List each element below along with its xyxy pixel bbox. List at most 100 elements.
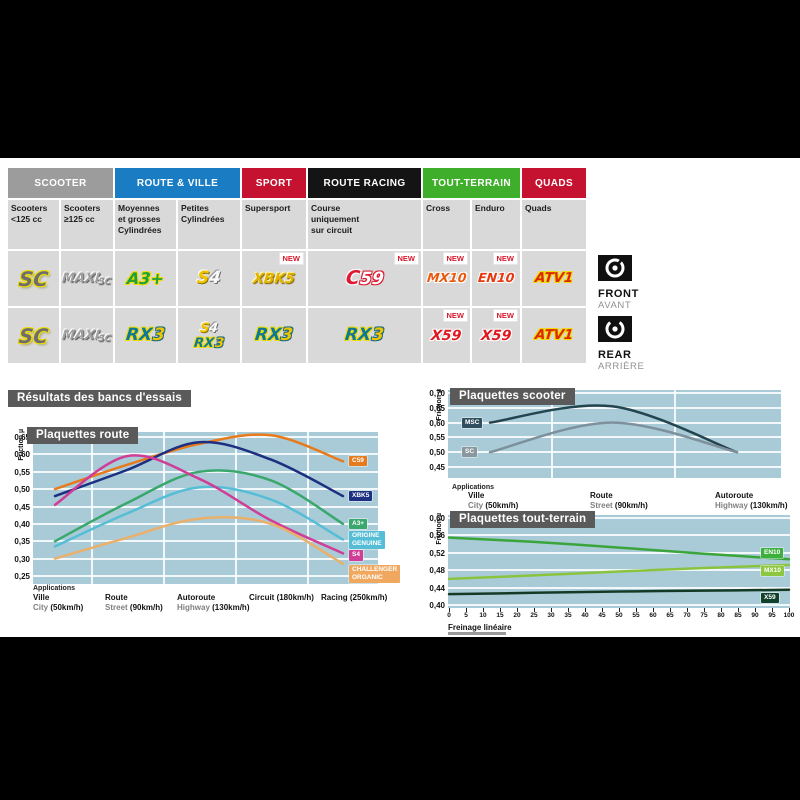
y-tick-label: 0,40 bbox=[14, 519, 30, 529]
rear-label: REAR bbox=[598, 349, 632, 361]
logo-text: MX10 bbox=[426, 270, 468, 286]
gridline-horizontal bbox=[448, 466, 781, 468]
series-curve-ORIGINE GENUINE bbox=[53, 485, 345, 548]
product-cell: NEW C 59 bbox=[308, 251, 421, 306]
x-label-fr: Ville bbox=[33, 593, 50, 602]
x-axis-label: Racing (250km/h) bbox=[321, 593, 387, 603]
series-badge-label: A3+ bbox=[352, 519, 365, 527]
logo-text: SC bbox=[97, 334, 113, 344]
logo-text: RX bbox=[193, 335, 216, 351]
gridline-vertical bbox=[163, 432, 165, 584]
y-tick-label: 0,65 bbox=[429, 403, 445, 413]
logo-text: 3 bbox=[213, 335, 225, 351]
subheader-cell: Quads bbox=[522, 200, 586, 249]
logo-text: X59 bbox=[430, 327, 463, 344]
product-cell: SC bbox=[8, 251, 59, 306]
x-tick-label: 5 bbox=[464, 612, 468, 619]
x-label-en: Highway bbox=[715, 500, 748, 510]
y-tick-label: 0,60 bbox=[429, 514, 445, 523]
x-tick-mark bbox=[653, 608, 654, 612]
x-label-speed: (90km/h) bbox=[127, 602, 163, 612]
new-badge: NEW bbox=[278, 252, 304, 265]
friction-axis-label: Friction µ bbox=[436, 513, 443, 545]
product-cell: RX 3 bbox=[308, 308, 421, 363]
new-badge: NEW bbox=[492, 252, 518, 265]
series-badge: EN10 bbox=[761, 548, 784, 559]
x-axis-label: Route Street (90km/h) bbox=[590, 491, 648, 510]
applications-caption: Applications bbox=[452, 484, 495, 491]
x-tick-mark bbox=[585, 608, 586, 612]
logo-text: X59 bbox=[480, 327, 512, 344]
logo-text: MAXI bbox=[60, 328, 101, 343]
x-label-en: City bbox=[468, 500, 484, 510]
logo-text: ATV1 bbox=[534, 326, 575, 343]
logo-text: 5 bbox=[284, 270, 296, 287]
x-axis-label: Route Street (90km/h) bbox=[105, 593, 163, 612]
category-header: SPORT bbox=[242, 168, 306, 198]
series-badge: XBK5 bbox=[349, 491, 373, 502]
series-badge: X59 bbox=[761, 592, 779, 603]
product-logo: RX 3 bbox=[253, 325, 294, 345]
x-tick-label: 40 bbox=[581, 612, 589, 619]
gridline-horizontal bbox=[33, 522, 378, 525]
x-label-speed: (250km/h) bbox=[347, 593, 388, 602]
logo-text: RX bbox=[253, 325, 283, 345]
series-curve-XBK5 bbox=[53, 440, 345, 498]
product-logo: SC bbox=[17, 266, 50, 291]
product-cell: NEW EN10 bbox=[472, 251, 520, 306]
series-badge-label: EN10 bbox=[764, 549, 781, 557]
x-label-fr: Route bbox=[590, 491, 613, 500]
x-axis-label: Circuit (180km/h) bbox=[249, 593, 314, 603]
category-header: TOUT-TERRAIN bbox=[423, 168, 520, 198]
product-cell: S 4 RX 3 bbox=[178, 308, 240, 363]
x-tick-label: 85 bbox=[734, 612, 742, 619]
friction-axis-label: Friction µ bbox=[18, 429, 25, 461]
logo-text: ATV1 bbox=[534, 269, 575, 286]
x-tick-mark bbox=[534, 608, 535, 612]
rear-label-fr: ARRIÈRE bbox=[598, 361, 645, 372]
chart-title-badge: Plaquettes route bbox=[27, 427, 139, 444]
x-label-fr: Autoroute bbox=[177, 593, 216, 602]
x-tick-label: 50 bbox=[615, 612, 623, 619]
logo-text: EN10 bbox=[477, 270, 516, 286]
x-tick-label: 100 bbox=[783, 612, 795, 619]
series-curve-SC bbox=[488, 421, 739, 454]
gridline-vertical bbox=[91, 432, 93, 584]
series-curve-CHALLENGER ORGANIC bbox=[53, 516, 345, 566]
x-tick-label: 75 bbox=[700, 612, 708, 619]
x-tick-mark bbox=[551, 608, 552, 612]
x-label-speed: (180km/h) bbox=[274, 593, 314, 602]
friction-axis-label: Friction µ bbox=[436, 389, 443, 421]
y-tick-label: 0,60 bbox=[14, 450, 30, 460]
product-logo: ATV1 bbox=[534, 326, 575, 343]
product-cell: SC bbox=[8, 308, 59, 363]
x-axis-label: Ville City (50km/h) bbox=[468, 491, 518, 510]
x-tick-label: 90 bbox=[751, 612, 759, 619]
series-badge-label: SC bbox=[465, 448, 475, 456]
new-badge: NEW bbox=[492, 309, 518, 322]
logo-text: RX bbox=[344, 325, 373, 345]
x-label-speed: (130km/h) bbox=[747, 500, 788, 510]
product-cell: NEW X59 bbox=[423, 308, 470, 363]
y-tick-label: 0,52 bbox=[429, 548, 445, 558]
subheader-cell: Course uniquement sur circuit bbox=[308, 200, 421, 249]
chart-curves bbox=[447, 536, 791, 596]
subheader-cell: Moyennes et grosses Cylindrées bbox=[115, 200, 176, 249]
logo-text: SC bbox=[17, 266, 50, 291]
chart-curves bbox=[488, 404, 739, 454]
x-tick-mark bbox=[755, 608, 756, 612]
product-cell: RX 3 bbox=[115, 308, 176, 363]
x-tick-mark bbox=[687, 608, 688, 612]
x-axis-underline bbox=[448, 632, 506, 635]
series-curve-S4 bbox=[53, 454, 345, 555]
series-badge-label: XBK5 bbox=[352, 492, 370, 500]
x-tick-mark bbox=[602, 608, 603, 612]
front-label: FRONT bbox=[598, 288, 639, 300]
x-tick-label: 35 bbox=[564, 612, 572, 619]
x-tick-label: 80 bbox=[717, 612, 725, 619]
new-badge: NEW bbox=[442, 309, 468, 322]
x-tick-label: 0 bbox=[447, 612, 451, 619]
applications-caption: Applications bbox=[33, 585, 76, 592]
rear-disc-icon bbox=[598, 316, 632, 342]
